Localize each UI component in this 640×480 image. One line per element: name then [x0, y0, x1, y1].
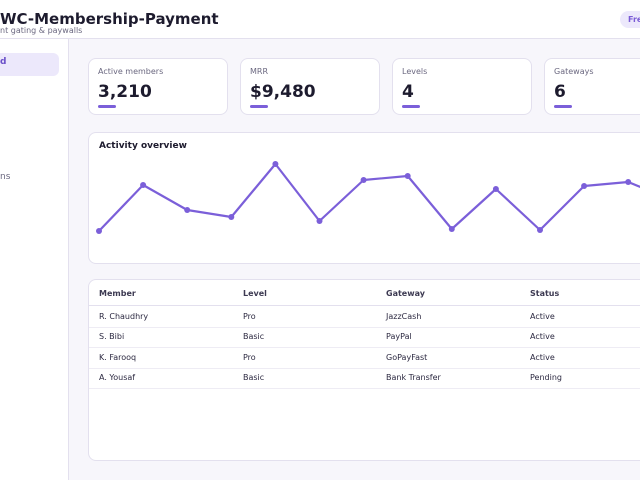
nav-item[interactable]: d — [0, 57, 7, 67]
plan-badge[interactable]: Fre — [620, 11, 640, 28]
stat-label: Gateways — [554, 67, 594, 76]
stat-accent — [98, 105, 116, 108]
table-cell: Pending — [530, 373, 562, 383]
activity-point — [404, 173, 411, 179]
row-divider — [89, 367, 640, 369]
activity-title: Activity overview — [99, 141, 187, 151]
stat-accent — [554, 105, 572, 108]
table-cell: Basic — [243, 373, 265, 383]
activity-point — [140, 182, 147, 188]
activity-point — [360, 177, 367, 183]
stat-value: 6 — [554, 82, 566, 102]
table-header: Gateway — [386, 289, 425, 298]
stat-accent — [402, 105, 420, 108]
table-cell: Basic — [243, 332, 265, 342]
table-cell: Bank Transfer — [386, 373, 441, 383]
table-cell: A. Yousaf — [99, 373, 136, 383]
table-cell: PayPal — [386, 332, 412, 342]
table-cell: JazzCash — [386, 312, 422, 321]
row-divider — [89, 388, 640, 390]
app-title: WC-Membership-Payment — [0, 10, 219, 28]
table-header: Member — [99, 289, 136, 298]
table-cell: K. Farooq — [99, 352, 137, 362]
table-cell: Pro — [243, 312, 256, 321]
table-cell: Pro — [243, 352, 256, 362]
table-card — [88, 279, 640, 461]
activity-point — [228, 214, 235, 220]
table-cell: Active — [530, 352, 555, 362]
table-cell: Active — [530, 312, 555, 321]
table-cell: S. Bibi — [99, 332, 125, 342]
stat-label: Active members — [98, 67, 164, 76]
activity-point — [272, 161, 279, 167]
activity-point — [448, 226, 455, 232]
activity-point — [537, 227, 543, 233]
activity-card — [88, 132, 640, 264]
table-cell: R. Chaudhry — [99, 312, 149, 321]
activity-point — [184, 207, 191, 213]
stat-label: MRR — [250, 67, 269, 76]
activity-line — [98, 162, 640, 232]
stat-value: 3,210 — [98, 82, 152, 102]
activity-point — [625, 179, 632, 185]
activity-point — [96, 228, 102, 234]
nav-active[interactable] — [0, 53, 59, 76]
table-header: Status — [530, 289, 560, 298]
app-subtitle: nt gating & paywalls — [0, 26, 83, 35]
header — [0, 0, 640, 39]
stat-label: Levels — [402, 67, 428, 76]
table-cell: Active — [530, 332, 555, 342]
row-divider — [89, 327, 640, 328]
row-divider — [89, 347, 640, 349]
table-cell: GoPayFast — [386, 352, 428, 362]
table-header: Level — [243, 289, 267, 298]
stat-accent — [250, 105, 268, 108]
nav-item[interactable]: ns — [0, 172, 11, 182]
table-divider — [89, 305, 640, 306]
activity-point — [316, 218, 323, 224]
activity-point — [492, 186, 499, 192]
stat-value: $9,480 — [250, 82, 316, 102]
activity-point — [581, 183, 588, 189]
sidebar — [0, 39, 69, 480]
stat-value: 4 — [402, 82, 414, 102]
